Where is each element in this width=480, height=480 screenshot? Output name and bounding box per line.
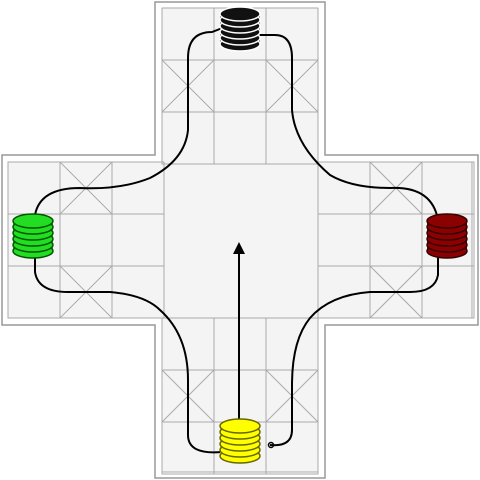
piece-stack-green[interactable] bbox=[12, 213, 54, 259]
path-left-arm bbox=[34, 245, 223, 454]
piece-maroon-top bbox=[426, 213, 468, 229]
pieces-layer bbox=[12, 6, 468, 464]
piece-stack-black[interactable] bbox=[219, 6, 261, 52]
piece-stack-maroon[interactable] bbox=[426, 213, 468, 259]
piece-yellow-top bbox=[219, 418, 261, 434]
piece-green-top bbox=[12, 213, 54, 229]
piece-black-top bbox=[219, 6, 261, 22]
right-cell-2-2[interactable] bbox=[421, 265, 475, 319]
path-right-arm bbox=[269, 245, 439, 447]
path-end-marker bbox=[267, 441, 275, 449]
piece-stack-yellow[interactable] bbox=[219, 418, 261, 464]
path-top-arm-right bbox=[260, 34, 439, 221]
path-top-arm bbox=[34, 21, 239, 216]
race-path bbox=[34, 21, 439, 454]
